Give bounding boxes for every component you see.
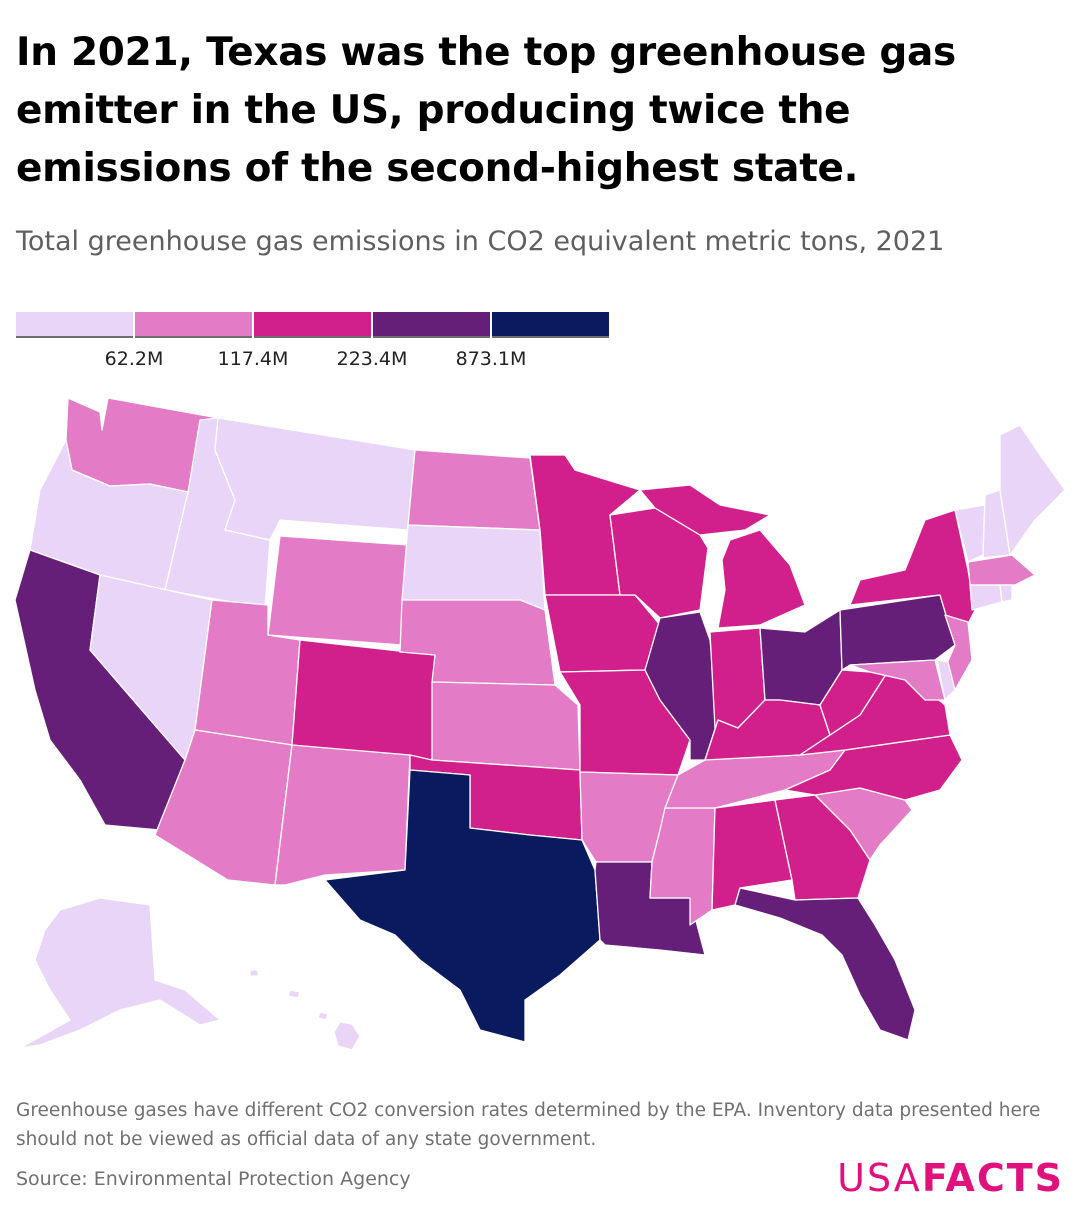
state-wyoming [267,535,409,646]
chart-title: In 2021, Texas was the top greenhouse ga… [16,30,956,191]
state-connecticut [969,584,1003,611]
logo-part-1: USA [837,1156,922,1200]
legend-tick-1: 62.2M [104,348,164,370]
state-michigan [639,484,806,629]
legend-tick-2: 117.4M [217,348,289,370]
footnote: Greenhouse gases have different CO2 conv… [16,1100,1041,1150]
chart-subtitle: Total greenhouse gas emissions in CO2 eq… [16,226,945,257]
state-delaware [936,659,956,701]
state-maine [999,424,1066,556]
color-legend: 62.2M 117.4M 223.4M 873.1M [16,312,616,372]
usafacts-logo: USAFACTS [837,1156,1064,1200]
legend-swatch-3 [254,312,371,338]
state-rhode-island [999,584,1013,603]
state-alaska [19,897,221,1049]
state-montana [214,417,416,541]
legend-swatch-5 [492,312,609,338]
state-new-mexico [274,744,411,886]
state-north-dakota [407,449,541,531]
state-new-york [849,509,976,646]
legend-swatch-2 [135,312,252,338]
state-north-carolina [784,734,963,801]
legend-tick-4: 873.1M [455,348,527,370]
legend-swatch-1 [16,312,133,338]
state-texas [324,769,601,1043]
legend-tick-3: 223.4M [336,348,408,370]
logo-part-2: FACTS [921,1156,1064,1200]
source-text: Source: Environmental Protection Agency [16,1168,411,1190]
state-maryland [849,659,946,701]
state-south-dakota [401,524,546,611]
state-hawaii [249,969,361,1051]
legend-swatch-4 [373,312,490,338]
state-massachusetts [967,554,1036,586]
state-florida [734,887,916,1041]
us-emissions-map [0,380,1080,1070]
state-colorado [291,639,436,761]
state-illinois [644,611,719,761]
state-pennsylvania [839,594,956,671]
state-iowa [544,594,661,673]
state-kansas [431,681,581,771]
